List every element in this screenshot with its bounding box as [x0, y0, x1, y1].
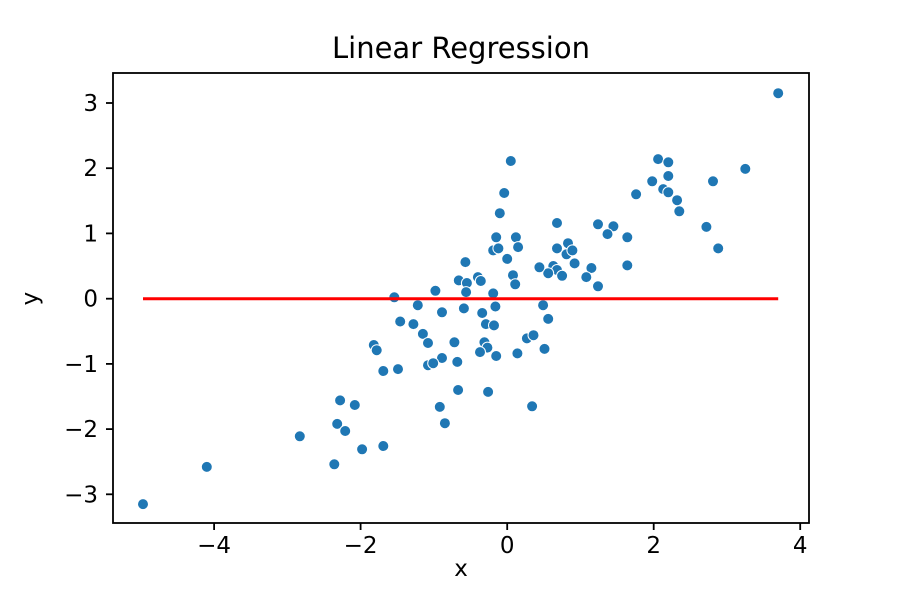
scatter-point — [377, 365, 390, 377]
scatter-point — [551, 242, 563, 255]
scatter-point — [601, 228, 614, 241]
x-axis-label: x — [454, 556, 468, 582]
x-tick-label: −4 — [197, 533, 231, 559]
x-tick-label: 4 — [793, 533, 808, 559]
scatter-point — [433, 400, 446, 413]
scatter-point — [448, 336, 461, 349]
scatter-point — [474, 275, 487, 287]
scatter-point — [537, 299, 550, 312]
scatter-point — [436, 306, 448, 319]
scatter-point — [482, 385, 495, 398]
scatter-point — [621, 231, 634, 244]
x-tick-label: −2 — [344, 533, 378, 559]
scatter-point — [293, 430, 306, 443]
scatter-point — [538, 342, 551, 355]
y-tick-label: −1 — [64, 352, 98, 378]
scatter-point — [488, 319, 500, 332]
scatter-point — [422, 337, 434, 349]
scatter-point — [370, 344, 383, 357]
scatter-point — [490, 231, 503, 244]
scatter-point — [585, 262, 598, 274]
scatter-point — [542, 312, 555, 325]
scatter-point — [334, 394, 347, 407]
scatter-point — [200, 460, 213, 473]
scatter-point — [339, 425, 352, 437]
scatter-point — [476, 307, 489, 319]
scatter-point — [460, 286, 473, 299]
scatter-point — [490, 350, 503, 362]
scatter-point — [436, 352, 448, 364]
scatter-point — [592, 218, 604, 231]
x-tick-label: 2 — [646, 533, 661, 559]
scatter-point — [429, 284, 442, 297]
scatter-point — [392, 363, 404, 376]
scatter-point — [489, 300, 502, 313]
scatter-point — [542, 267, 555, 280]
scatter-point — [348, 399, 361, 411]
scatter-point — [671, 194, 684, 207]
scatter-point — [526, 400, 539, 413]
scatter-point — [662, 170, 675, 182]
scatter-point — [492, 242, 505, 255]
scatter-point — [394, 315, 407, 328]
y-tick-label: 2 — [83, 156, 98, 182]
y-tick-label: −2 — [64, 417, 98, 443]
scatter-point — [551, 217, 563, 229]
scatter-point — [459, 256, 472, 269]
scatter-point — [493, 207, 506, 220]
scatter-point — [474, 346, 486, 359]
scatter-point — [707, 175, 719, 188]
scatter-point — [509, 278, 522, 291]
chart-title: Linear Regression — [332, 31, 590, 65]
scatter-point — [700, 220, 713, 233]
scatter-point — [509, 231, 522, 244]
scatter-point — [511, 347, 524, 360]
y-tick-label: 3 — [83, 91, 98, 117]
scatter-point — [592, 280, 604, 293]
scatter-point — [137, 498, 149, 511]
scatter-point — [498, 187, 511, 199]
scatter-point — [452, 384, 465, 396]
y-tick-label: 0 — [83, 287, 98, 313]
scatter-point — [377, 440, 390, 452]
scatter-point — [427, 357, 440, 370]
scatter-point — [356, 443, 369, 456]
scatter-point — [451, 355, 464, 368]
scatter-point — [566, 244, 579, 257]
scatter-point — [411, 299, 424, 312]
scatter-point — [457, 302, 470, 315]
scatter-point — [712, 242, 725, 255]
scatter-point — [673, 205, 686, 218]
scatter-point — [646, 175, 659, 188]
scatter-point — [504, 155, 517, 167]
scatter-point — [331, 417, 344, 430]
scatter-point — [630, 188, 643, 201]
y-axis-label: y — [17, 291, 44, 306]
scatter-point — [580, 271, 593, 284]
scatter-point — [568, 257, 581, 270]
x-tick-label: 0 — [500, 533, 515, 559]
scatter-point — [328, 458, 341, 471]
scatter-point — [621, 259, 634, 272]
scatter-point — [739, 162, 752, 175]
scatter-point — [416, 327, 429, 340]
scatter-point — [512, 241, 525, 254]
scatter-point — [438, 417, 451, 430]
y-tick-label: −3 — [64, 482, 98, 508]
scatter-point — [652, 153, 665, 166]
scatter-point — [527, 329, 540, 342]
scatter-point — [662, 186, 675, 199]
scatter-point — [556, 269, 569, 282]
scatter-point — [772, 87, 785, 100]
scatter-point — [533, 261, 546, 274]
scatter-point — [407, 318, 420, 331]
y-tick-label: 1 — [83, 221, 98, 247]
scatter-point — [501, 252, 514, 265]
scatter-point — [662, 156, 675, 169]
